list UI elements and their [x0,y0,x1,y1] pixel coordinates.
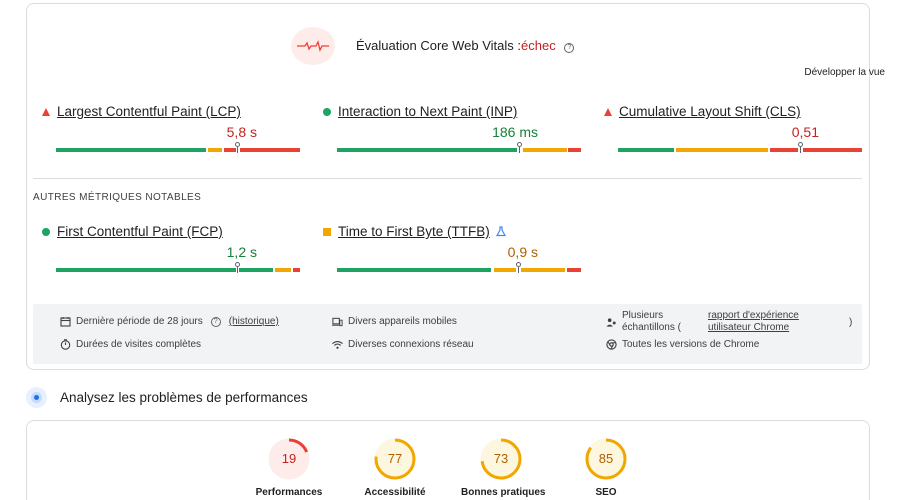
score-seo-gauge: 85 [584,437,628,481]
metric-fcp-bar [56,262,300,273]
info-period: Dernière période de 28 jours ? (historiq… [60,316,279,327]
poor-triangle-icon [42,107,50,116]
metric-fcp-marker [235,262,240,267]
metric-fcp-name[interactable]: First Contentful Paint (FCP) [57,224,223,239]
pulse-icon [291,27,335,65]
cwv-title-text: Évaluation Core Web Vitals : [356,38,521,53]
metric-ttfb: Time to First Byte (TTFB) 0,9 s [323,224,581,273]
calendar-icon [60,316,71,327]
metric-cls-bar [618,142,862,153]
metric-fcp-value: 1,2 s [226,244,257,260]
score-best-practices-gauge: 73 [479,437,523,481]
analyze-section-header: Analysez les problèmes de performances [26,387,308,408]
timer-icon [60,339,71,350]
good-circle-icon [42,227,50,236]
help-icon[interactable]: ? [210,316,221,327]
poor-triangle-icon [604,107,612,116]
score-seo-label: SEO [595,487,617,498]
score-accessibility-label: Accessibilité [364,487,426,498]
score-best-practices-label: Bonnes pratiques [461,487,546,498]
metric-ttfb-bar [337,262,581,273]
info-connections: Diverses connexions réseau [332,339,474,350]
expand-view-link[interactable]: Développer la vue [804,67,885,78]
score-performance-label: Performances [255,487,323,498]
analyze-title: Analysez les problèmes de performances [60,390,308,405]
score-seo[interactable]: 85 SEO [566,437,646,498]
other-metrics-title: AUTRES MÉTRIQUES NOTABLES [33,192,202,203]
help-icon[interactable]: ? [564,43,575,53]
metric-lcp-name[interactable]: Largest Contentful Paint (LCP) [57,104,241,119]
score-accessibility[interactable]: 77 Accessibilité [355,437,435,498]
wifi-icon [332,339,343,350]
metric-cls-marker [798,142,803,147]
field-data-info: Dernière période de 28 jours ? (historiq… [33,304,862,364]
flask-icon [495,226,506,237]
metric-inp-bar [337,142,581,153]
metric-fcp: First Contentful Paint (FCP) 1,2 s [42,224,300,273]
good-circle-icon [323,107,331,116]
info-samples: Plusieurs échantillons ( rapport d'expér… [606,310,852,334]
info-durations: Durées de visites complètes [60,339,201,350]
info-devices-text: Divers appareils mobiles [348,316,457,327]
metric-inp-value: 186 ms [492,124,538,140]
info-versions-text: Toutes les versions de Chrome [622,339,760,350]
score-performance-value: 19 [281,451,297,466]
info-samples-suffix: ) [849,316,853,328]
metric-ttfb-marker [516,262,521,267]
cwv-title: Évaluation Core Web Vitals :échec ? [356,38,575,53]
score-best-practices-value: 73 [493,451,509,466]
info-period-text: Dernière période de 28 jours [76,316,203,327]
metric-lcp: Largest Contentful Paint (LCP) 5,8 s [42,104,300,153]
metric-inp: Interaction to Next Paint (INP) 186 ms [323,104,581,153]
devices-icon [332,316,343,327]
info-connections-text: Diverses connexions réseau [348,339,474,350]
metric-inp-name[interactable]: Interaction to Next Paint (INP) [338,104,518,119]
metric-inp-marker [517,142,522,147]
metric-lcp-marker [235,142,240,147]
score-accessibility-gauge: 77 [373,437,417,481]
lighthouse-scores-card [26,420,870,500]
metric-cls-value: 0,51 [791,124,819,140]
chrome-icon [606,339,617,350]
section-divider [33,178,862,179]
metric-lcp-bar [56,142,300,153]
users-icon [606,317,617,328]
info-durations-text: Durées de visites complètes [76,339,202,350]
info-samples-text: Plusieurs échantillons ( [622,310,681,333]
metric-ttfb-name[interactable]: Time to First Byte (TTFB) [338,224,490,239]
cwv-status: échec [521,38,556,53]
needs-improvement-square-icon [323,227,331,236]
crux-report-link[interactable]: rapport d'expérience utilisateur Chrome [708,310,799,333]
metric-cls: Cumulative Layout Shift (CLS) 0,51 [604,104,862,153]
score-performance[interactable]: 19 Performances [249,437,329,498]
lighthouse-icon [26,387,47,408]
score-best-practices[interactable]: 73 Bonnes pratiques [461,437,546,498]
gauge-arc [268,438,310,480]
score-performance-gauge: 19 [267,437,311,481]
score-accessibility-value: 77 [387,451,403,466]
metric-lcp-value: 5,8 s [226,124,257,140]
metric-ttfb-value: 0,9 s [507,244,538,260]
score-seo-value: 85 [598,451,614,466]
metric-cls-name[interactable]: Cumulative Layout Shift (CLS) [619,104,801,119]
info-versions: Toutes les versions de Chrome [606,339,759,350]
info-devices: Divers appareils mobiles [332,316,457,327]
history-link[interactable]: (historique) [228,316,279,327]
